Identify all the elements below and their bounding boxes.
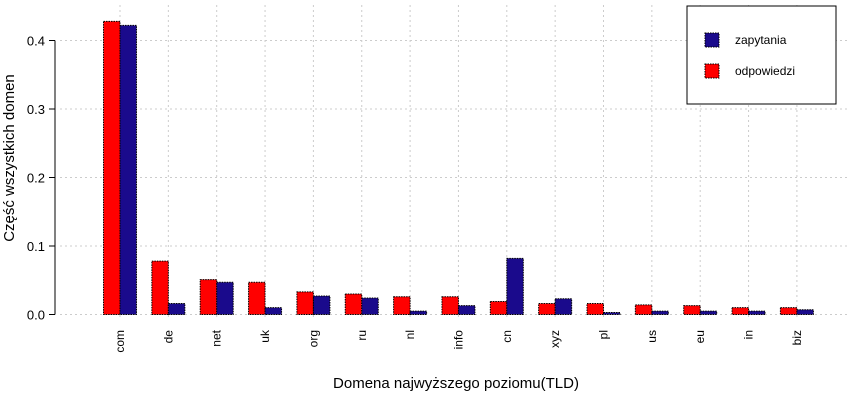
legend-box bbox=[686, 5, 837, 105]
y-tick-label: 0.0 bbox=[27, 308, 45, 323]
x-axis-title: Domena najwyższego poziomu(TLD) bbox=[333, 375, 579, 392]
x-axis-labels: com de net uk org ru nl info cn xyz pl us eu in biz bbox=[113, 329, 804, 353]
grid bbox=[60, 5, 850, 318]
x-tick-label: us bbox=[645, 330, 659, 343]
bar-zapytania-ru bbox=[361, 297, 379, 315]
bar-odpowiedzi-ru bbox=[344, 293, 363, 316]
bar-zapytania-uk bbox=[264, 307, 283, 315]
bar-zapytania-us bbox=[651, 310, 669, 316]
x-tick-label: biz bbox=[790, 330, 804, 345]
x-tick-label: nl bbox=[403, 330, 417, 339]
bar-odpowiedzi-de bbox=[151, 260, 169, 316]
y-tick-label: 0.3 bbox=[27, 102, 45, 117]
x-tick-label: uk bbox=[258, 329, 272, 343]
bars bbox=[103, 20, 814, 316]
bar-zapytania-info bbox=[457, 305, 476, 316]
bar-zapytania-pl bbox=[603, 311, 621, 316]
y-axis-title: Część wszystkich domen bbox=[1, 74, 18, 242]
bar-odpowiedzi-eu bbox=[683, 305, 701, 316]
bar-zapytania-in bbox=[748, 310, 766, 316]
bar-odpowiedzi-info bbox=[441, 296, 459, 316]
legend-swatch-odpowiedzi bbox=[704, 63, 720, 79]
bar-odpowiedzi-net bbox=[199, 279, 218, 316]
legend-swatch-zapytania bbox=[704, 32, 720, 48]
y-tick-label: 0.2 bbox=[27, 171, 45, 186]
bar-zapytania-org bbox=[312, 295, 331, 316]
x-tick-label: de bbox=[161, 330, 175, 344]
bar-zapytania-de bbox=[167, 303, 186, 316]
x-tick-label: org bbox=[306, 330, 320, 347]
x-tick-label: cn bbox=[500, 330, 514, 343]
bar-odpowiedzi-com bbox=[103, 20, 121, 315]
legend: zapytania odpowiedzi bbox=[686, 5, 837, 105]
x-tick-label: eu bbox=[693, 330, 707, 343]
y-tick-label: 0.4 bbox=[27, 34, 45, 49]
bar-odpowiedzi-uk bbox=[248, 281, 266, 315]
bar-zapytania-net bbox=[216, 281, 234, 315]
legend-label-zapytania: zapytania bbox=[735, 33, 787, 47]
x-tick-label: net bbox=[210, 329, 224, 346]
bar-odpowiedzi-xyz bbox=[538, 303, 556, 316]
bar-odpowiedzi-nl bbox=[393, 296, 411, 316]
y-tick-label: 0.1 bbox=[27, 239, 45, 254]
bar-odpowiedzi-in bbox=[731, 307, 750, 315]
bar-zapytania-xyz bbox=[554, 298, 573, 315]
x-tick-label: xyz bbox=[548, 330, 562, 348]
x-tick-label: ru bbox=[355, 330, 369, 341]
x-tick-label: com bbox=[113, 330, 127, 353]
bar-zapytania-cn bbox=[506, 257, 524, 315]
bar-odpowiedzi-biz bbox=[779, 307, 798, 315]
x-tick-label: info bbox=[451, 330, 465, 350]
bar-zapytania-eu bbox=[699, 310, 718, 316]
x-tick-label: pl bbox=[597, 330, 611, 339]
x-tick-label: in bbox=[742, 330, 756, 339]
bar-zapytania-biz bbox=[796, 309, 814, 315]
legend-label-odpowiedzi: odpowiedzi bbox=[735, 64, 795, 78]
bar-odpowiedzi-us bbox=[634, 304, 653, 316]
y-axis: 0.0 0.1 0.2 0.3 0.4 bbox=[27, 34, 56, 323]
bar-odpowiedzi-org bbox=[296, 291, 314, 315]
bar-zapytania-nl bbox=[409, 310, 428, 316]
bar-zapytania-com bbox=[119, 24, 137, 316]
bar-odpowiedzi-pl bbox=[586, 303, 604, 316]
bar-odpowiedzi-cn bbox=[489, 300, 508, 315]
